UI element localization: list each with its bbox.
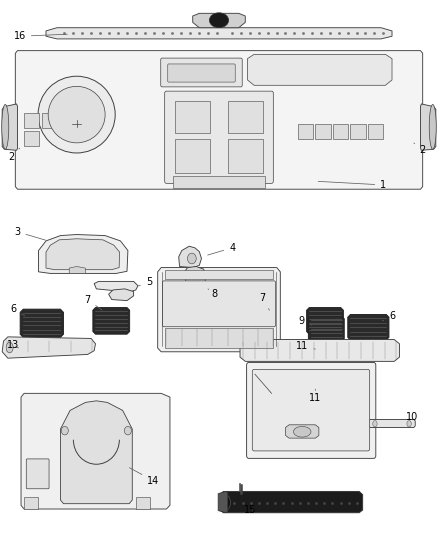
FancyBboxPatch shape	[247, 362, 376, 458]
Text: 8: 8	[208, 289, 218, 299]
Text: 3: 3	[14, 227, 46, 240]
Polygon shape	[420, 104, 436, 150]
Ellipse shape	[407, 421, 411, 427]
Text: 1: 1	[318, 180, 386, 190]
Polygon shape	[247, 54, 392, 85]
Text: 13: 13	[7, 341, 19, 350]
Ellipse shape	[38, 76, 115, 153]
Text: 9: 9	[298, 316, 312, 326]
Polygon shape	[15, 51, 423, 189]
Polygon shape	[369, 419, 415, 427]
Text: 2: 2	[414, 143, 426, 155]
Polygon shape	[240, 340, 399, 361]
Bar	[136, 497, 150, 509]
Ellipse shape	[2, 104, 9, 149]
Bar	[298, 124, 313, 139]
Polygon shape	[307, 308, 343, 334]
Text: 6: 6	[10, 304, 25, 316]
Bar	[228, 139, 263, 173]
Bar	[165, 270, 273, 279]
Text: 15: 15	[244, 505, 256, 515]
Ellipse shape	[61, 426, 68, 435]
Polygon shape	[60, 401, 132, 504]
Text: 2: 2	[8, 148, 20, 161]
Text: 4: 4	[208, 243, 235, 255]
Bar	[24, 497, 38, 509]
Text: 16: 16	[14, 31, 67, 41]
Ellipse shape	[187, 253, 196, 264]
Bar	[173, 176, 265, 188]
Polygon shape	[308, 316, 344, 341]
Polygon shape	[2, 104, 18, 150]
Polygon shape	[179, 246, 201, 268]
Polygon shape	[69, 266, 85, 273]
Text: 5: 5	[138, 278, 152, 287]
Ellipse shape	[429, 104, 436, 149]
Polygon shape	[39, 235, 128, 273]
Polygon shape	[286, 425, 319, 438]
Bar	[315, 124, 331, 139]
Polygon shape	[184, 266, 206, 285]
Polygon shape	[20, 309, 64, 337]
Ellipse shape	[373, 421, 377, 427]
Bar	[368, 124, 383, 139]
Polygon shape	[21, 393, 170, 509]
Text: 10: 10	[406, 412, 418, 422]
Polygon shape	[46, 28, 392, 39]
Bar	[165, 328, 273, 348]
Text: 7: 7	[85, 295, 102, 310]
FancyBboxPatch shape	[162, 281, 276, 327]
Polygon shape	[93, 308, 130, 334]
Text: 11: 11	[309, 389, 321, 403]
Bar	[175, 139, 210, 173]
Bar	[175, 101, 210, 133]
Ellipse shape	[48, 86, 105, 143]
Polygon shape	[158, 268, 280, 352]
Text: 14: 14	[130, 468, 159, 486]
Bar	[42, 113, 57, 128]
FancyBboxPatch shape	[165, 91, 273, 183]
Polygon shape	[2, 337, 95, 358]
Ellipse shape	[222, 495, 230, 510]
Polygon shape	[46, 239, 120, 270]
Polygon shape	[218, 491, 228, 513]
Polygon shape	[220, 491, 363, 513]
Text: 11: 11	[296, 342, 315, 351]
Bar	[333, 124, 348, 139]
FancyBboxPatch shape	[161, 58, 242, 87]
Ellipse shape	[6, 342, 13, 353]
Ellipse shape	[293, 426, 311, 437]
Bar	[350, 124, 366, 139]
Bar	[228, 101, 263, 133]
Polygon shape	[109, 289, 134, 301]
Polygon shape	[193, 13, 245, 28]
FancyBboxPatch shape	[26, 459, 49, 489]
Ellipse shape	[124, 426, 131, 435]
Bar	[24, 113, 39, 128]
Ellipse shape	[209, 13, 229, 28]
FancyBboxPatch shape	[252, 369, 370, 451]
Polygon shape	[348, 314, 389, 340]
Text: 7: 7	[260, 294, 269, 310]
Polygon shape	[94, 281, 138, 292]
FancyBboxPatch shape	[168, 64, 235, 82]
Bar	[24, 131, 39, 146]
Text: 6: 6	[382, 311, 395, 321]
